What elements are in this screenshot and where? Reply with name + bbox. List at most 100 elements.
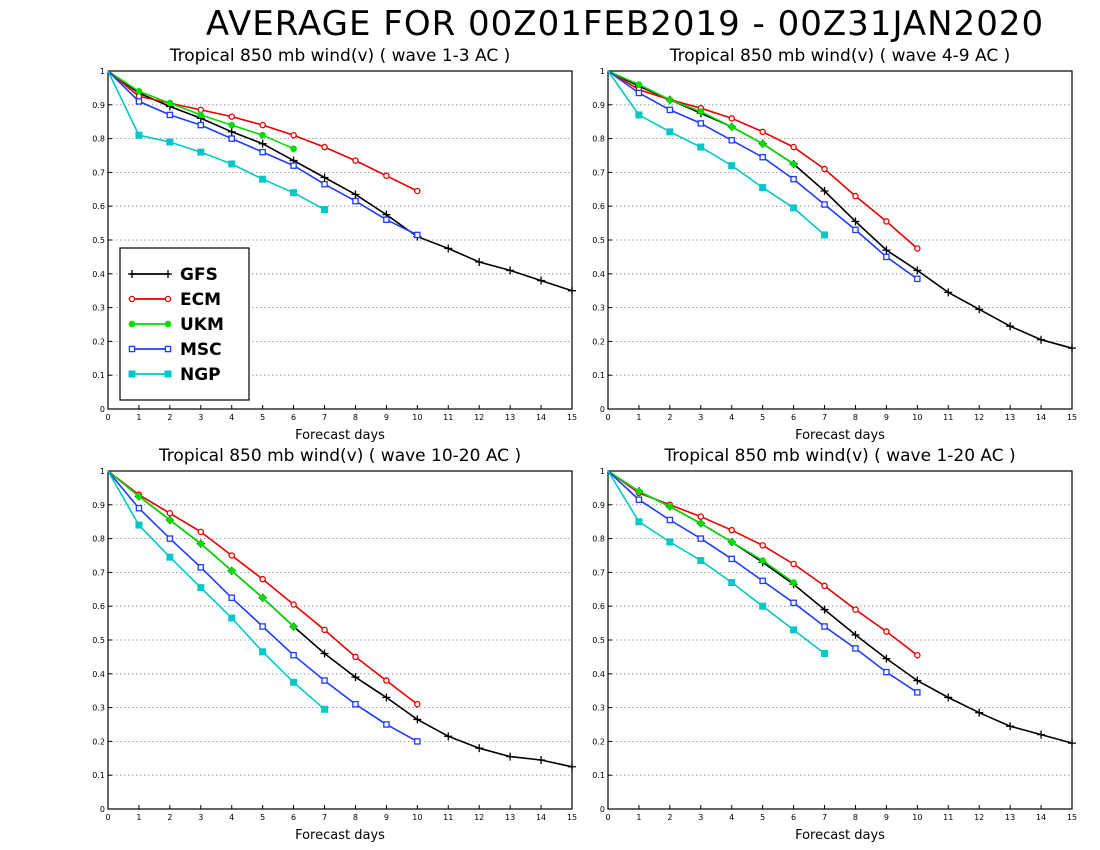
data-point-ngp — [759, 184, 767, 192]
data-point-msc — [697, 535, 705, 542]
series-ukm — [607, 470, 797, 586]
data-point-msc — [728, 137, 735, 144]
x-tick-label: 6 — [791, 813, 796, 822]
data-point-gfs — [851, 217, 860, 226]
data-point-ngp — [697, 557, 705, 565]
x-tick-label: 2 — [167, 813, 172, 822]
y-tick-label: 0.8 — [592, 135, 605, 144]
data-point-ecm — [197, 528, 205, 536]
y-tick-label: 0.8 — [92, 135, 105, 144]
data-point-ecm — [852, 192, 859, 200]
y-tick-label: 0.1 — [92, 371, 105, 380]
data-point-msc — [259, 623, 266, 630]
legend-label: ECM — [180, 290, 221, 310]
data-point-msc — [883, 668, 890, 676]
data-point-msc — [197, 564, 205, 571]
data-point-ecm — [759, 128, 766, 136]
data-point-msc — [166, 111, 174, 119]
legend-marker — [164, 270, 172, 278]
data-point-gfs — [413, 715, 422, 724]
x-tick-label: 0 — [105, 413, 110, 422]
data-point-ukm — [166, 516, 174, 524]
data-point-ecm — [728, 115, 735, 122]
y-tick-label: 0.3 — [92, 304, 105, 313]
data-point-gfs — [913, 266, 922, 275]
data-point-ngp — [666, 128, 674, 136]
data-point-ecm — [883, 628, 890, 635]
legend-entry-msc: MSC — [128, 340, 222, 360]
data-point-ecm — [383, 172, 390, 180]
data-point-msc — [228, 135, 235, 142]
series-line-ecm — [107, 470, 418, 705]
data-point-ukm — [135, 87, 143, 95]
data-point-ngp — [228, 614, 236, 622]
x-tick-label: 14 — [536, 813, 546, 822]
data-point-ngp — [790, 626, 798, 634]
x-tick-label: 11 — [943, 413, 953, 422]
x-tick-label: 15 — [567, 813, 577, 822]
data-point-msc — [321, 180, 328, 188]
data-point-msc — [259, 148, 266, 156]
x-tick-label: 5 — [760, 413, 765, 422]
y-tick-label: 0.2 — [592, 337, 605, 346]
x-tick-label: 4 — [729, 413, 734, 422]
x-tick-label: 6 — [291, 813, 296, 822]
x-axis-label: Forecast days — [795, 428, 885, 443]
x-tick-label: 6 — [791, 413, 796, 422]
data-point-ukm — [259, 594, 266, 602]
data-point-msc — [414, 738, 421, 745]
data-point-ecm — [228, 552, 235, 559]
x-tick-label: 8 — [353, 813, 358, 822]
data-point-ngp — [728, 579, 736, 587]
data-point-msc — [852, 226, 859, 234]
data-point-gfs — [975, 305, 984, 314]
data-point-msc — [759, 153, 766, 161]
y-tick-label: 0.8 — [592, 535, 605, 544]
series-msc — [607, 470, 921, 696]
x-tick-label: 3 — [698, 813, 703, 822]
series-line-ngp — [607, 70, 826, 236]
x-tick-label: 8 — [353, 413, 358, 422]
data-point-gfs — [975, 708, 984, 717]
x-tick-label: 14 — [1036, 813, 1046, 822]
legend-label: MSC — [180, 340, 222, 360]
x-tick-label: 4 — [229, 413, 234, 422]
data-point-gfs — [444, 244, 453, 253]
data-point-ecm — [759, 542, 766, 549]
x-tick-label: 9 — [384, 813, 389, 822]
data-point-ecm — [352, 653, 359, 661]
series-line-ngp — [107, 70, 325, 211]
panel-wave-10-20: Tropical 850 mb wind(v) ( wave 10-20 AC … — [92, 446, 577, 843]
x-tick-label: 7 — [322, 413, 327, 422]
series-gfs — [607, 470, 1076, 748]
series-msc — [607, 70, 921, 283]
series-ukm — [107, 470, 297, 630]
series-msc — [107, 470, 421, 745]
legend-entry-ngp: NGP — [128, 365, 221, 385]
data-point-ukm — [166, 99, 174, 107]
y-tick-label: 0.7 — [92, 168, 105, 177]
data-point-ukm — [259, 131, 266, 139]
data-point-ecm — [790, 143, 797, 151]
data-point-ukm — [290, 145, 297, 153]
data-point-msc — [321, 677, 328, 684]
legend-label: GFS — [180, 265, 218, 285]
y-tick-label: 0.6 — [592, 202, 605, 211]
y-tick-label: 0.2 — [92, 737, 105, 746]
legend-marker — [128, 320, 136, 328]
legend-marker — [128, 270, 136, 278]
y-tick-label: 0.7 — [592, 168, 605, 177]
data-point-gfs — [320, 173, 329, 182]
data-point-gfs — [568, 762, 576, 771]
series-line-gfs — [107, 470, 573, 768]
data-point-ukm — [135, 493, 143, 500]
data-point-ukm — [635, 487, 643, 495]
x-tick-label: 2 — [667, 813, 672, 822]
legend-marker — [164, 295, 172, 303]
data-point-ukm — [197, 540, 205, 547]
panel-title: Tropical 850 mb wind(v) ( wave 10-20 AC … — [158, 446, 521, 466]
data-point-ngp — [197, 584, 205, 592]
data-point-ukm — [759, 140, 766, 147]
data-point-ukm — [728, 123, 736, 131]
x-tick-label: 10 — [912, 813, 922, 822]
